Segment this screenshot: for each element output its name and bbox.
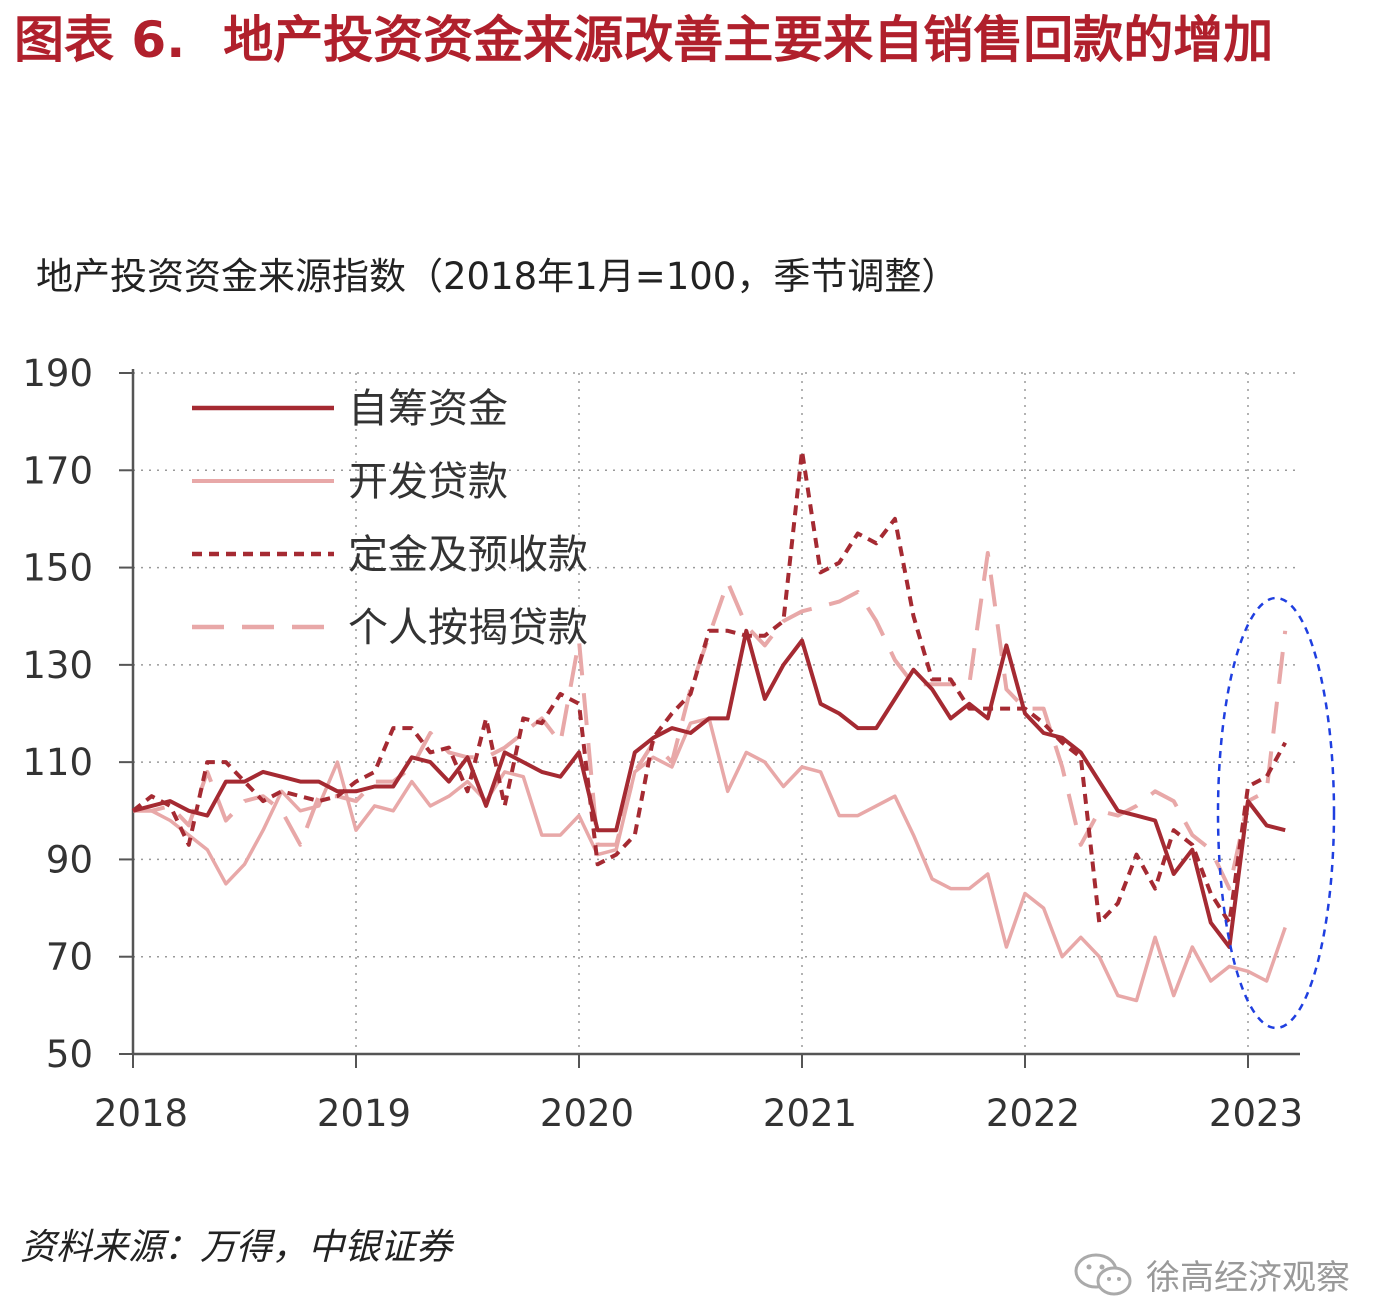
- x-tick-label: 2022: [986, 1092, 1080, 1135]
- grid-lines: [133, 372, 1300, 1054]
- x-tick-labels: 2018 2019 2020 2021 2022 2023: [94, 1092, 1303, 1135]
- axes: [119, 369, 1300, 1068]
- series-line-3: [131, 448, 1287, 925]
- watermark-text: 徐高经济观察: [1146, 1258, 1350, 1298]
- x-tick-label: 2019: [317, 1092, 411, 1135]
- figure-title-text: 地产投资资金来源改善主要来自销售回款的增加: [223, 11, 1274, 69]
- y-tick-label: 50: [46, 1033, 93, 1076]
- y-tick-label: 90: [46, 838, 93, 881]
- legend-label-2: 开发贷款: [348, 459, 508, 505]
- highlight-ellipse: [1216, 596, 1336, 1030]
- figure-title: 图表 6. 地产投资资金来源改善主要来自销售回款的增加: [14, 2, 1354, 78]
- y-tick-label: 150: [22, 547, 93, 590]
- chart-title: 地产投资资金来源指数（2018年1月=100，季节调整）: [36, 255, 959, 298]
- y-tick-label: 130: [22, 644, 93, 687]
- watermark: 徐高经济观察: [1072, 1250, 1350, 1299]
- source-note: 资料来源：万得，中银证券: [20, 1227, 453, 1268]
- series-line-4: [133, 551, 1288, 891]
- wechat-icon: [1074, 1253, 1132, 1295]
- legend-label-4: 个人按揭贷款: [348, 605, 588, 651]
- legend-label-1: 自筹资金: [348, 386, 508, 432]
- y-tick-labels: 190 170 150 130 110 90 70 50: [22, 352, 93, 1076]
- figure-number: 图表 6.: [14, 11, 186, 69]
- y-tick-label: 110: [22, 741, 93, 784]
- x-tick-label: 2021: [763, 1092, 857, 1135]
- series-lines: [131, 448, 1288, 1003]
- x-tick-label: 2023: [1209, 1092, 1303, 1135]
- y-tick-label: 170: [22, 449, 93, 492]
- legend-label-3: 定金及预收款: [348, 532, 588, 578]
- x-tick-label: 2018: [94, 1092, 188, 1135]
- y-tick-label: 70: [46, 936, 93, 979]
- series-line-1: [132, 628, 1286, 949]
- x-tick-label: 2020: [540, 1092, 634, 1135]
- y-tick-label: 190: [22, 352, 93, 395]
